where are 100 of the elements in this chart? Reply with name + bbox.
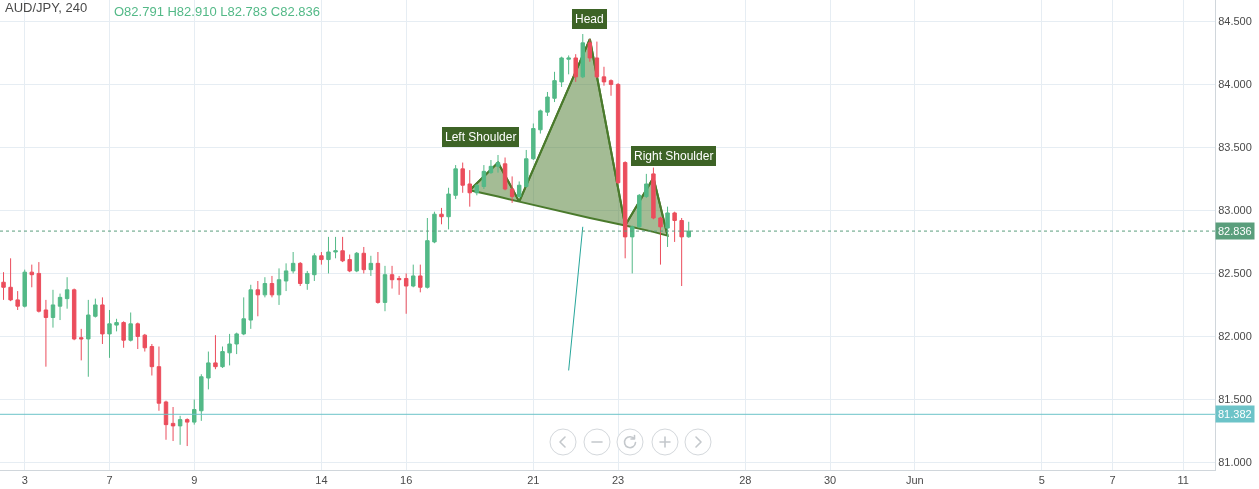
y-tick-label: 81.500 bbox=[1218, 393, 1252, 406]
x-tick-label: Jun bbox=[905, 474, 924, 487]
candlestick bbox=[474, 183, 480, 196]
candlestick bbox=[686, 221, 691, 239]
candlestick bbox=[615, 82, 621, 185]
candlestick bbox=[163, 400, 169, 441]
candlestick bbox=[509, 175, 515, 204]
candlestick bbox=[446, 187, 451, 230]
candlestick bbox=[142, 333, 148, 353]
y-tick-label: 84.500 bbox=[1218, 15, 1252, 28]
x-tick-label: 7 bbox=[1109, 474, 1116, 487]
y-tick-label: 84.000 bbox=[1218, 78, 1252, 91]
candlestick bbox=[375, 251, 381, 305]
candlestick bbox=[290, 251, 296, 274]
ref-line-label: 81.382 bbox=[1218, 408, 1252, 420]
candlestick bbox=[545, 91, 550, 117]
candlestick bbox=[227, 333, 232, 366]
candlestick bbox=[71, 288, 77, 341]
candlestick bbox=[114, 318, 119, 332]
y-tick-label: 82.000 bbox=[1218, 330, 1252, 343]
candlestick bbox=[651, 167, 656, 220]
candlestick bbox=[347, 254, 352, 273]
candlestick bbox=[333, 236, 338, 259]
candlestick bbox=[234, 332, 239, 355]
candlestick bbox=[86, 299, 91, 378]
candlestick bbox=[220, 346, 225, 369]
candlestick bbox=[269, 275, 275, 298]
candlestick bbox=[516, 180, 522, 199]
candlestick bbox=[608, 78, 614, 97]
x-tick-label: 11 bbox=[1177, 474, 1189, 487]
candlestick bbox=[481, 164, 487, 190]
candlestick bbox=[64, 276, 70, 310]
candlestick bbox=[559, 56, 564, 88]
candlestick bbox=[382, 265, 388, 312]
x-tick-label: 5 bbox=[1038, 474, 1045, 487]
candlestick bbox=[460, 162, 465, 194]
candlestick bbox=[418, 264, 423, 293]
annotation: Head bbox=[575, 12, 604, 26]
candlestick bbox=[566, 54, 571, 75]
candlestick bbox=[637, 193, 642, 229]
candlestick bbox=[36, 261, 42, 313]
candlestick bbox=[241, 296, 246, 336]
candlestick bbox=[93, 298, 98, 319]
candlestick bbox=[170, 406, 176, 442]
candlestick bbox=[326, 236, 331, 274]
candlestick bbox=[121, 320, 126, 349]
candlestick bbox=[629, 225, 635, 274]
candlestick bbox=[276, 267, 282, 306]
candlestick bbox=[57, 293, 63, 321]
candlestick bbox=[213, 334, 218, 370]
candlestick bbox=[255, 280, 261, 317]
candlestick bbox=[248, 284, 253, 330]
candlestick bbox=[29, 264, 35, 288]
x-tick-label: 9 bbox=[191, 474, 198, 487]
candlestick bbox=[679, 217, 684, 287]
candlestick bbox=[354, 251, 359, 273]
candlestick bbox=[79, 328, 84, 361]
candlestick bbox=[531, 122, 536, 161]
y-tick-label: 82.500 bbox=[1218, 267, 1252, 280]
candlestick bbox=[305, 270, 310, 291]
ref-line-label: 82.836 bbox=[1218, 225, 1252, 237]
x-tick-label: 21 bbox=[527, 474, 540, 487]
candlestick bbox=[22, 269, 27, 308]
candlestick bbox=[622, 160, 628, 259]
candlestick bbox=[50, 289, 56, 329]
candlestick bbox=[439, 207, 444, 225]
candlestick bbox=[665, 206, 670, 248]
x-tick-label: 30 bbox=[823, 474, 837, 487]
candlestick bbox=[184, 419, 190, 447]
candlestick bbox=[524, 149, 529, 189]
candlestick bbox=[312, 252, 317, 282]
candlestick bbox=[538, 109, 543, 135]
x-tick-label: 23 bbox=[611, 474, 625, 487]
candlestick bbox=[587, 38, 593, 63]
candlestick bbox=[192, 398, 197, 426]
candlestick bbox=[368, 255, 374, 277]
candlestick bbox=[156, 346, 162, 412]
candlestick bbox=[432, 211, 437, 244]
x-tick-label: 3 bbox=[21, 474, 28, 487]
candlestick bbox=[361, 246, 367, 274]
annotation: Left Shoulder bbox=[445, 130, 517, 144]
candlestick bbox=[100, 296, 105, 345]
candlestick bbox=[297, 261, 303, 287]
candlestick bbox=[573, 53, 578, 83]
x-tick-label: 28 bbox=[739, 474, 752, 487]
candlestick bbox=[149, 343, 155, 376]
candlestick bbox=[396, 275, 402, 296]
annotation: O82.791 H82.910 L82.783 C82.836 bbox=[114, 4, 321, 19]
candlestick bbox=[502, 157, 508, 191]
candlestick bbox=[177, 415, 183, 446]
candlestick bbox=[107, 309, 112, 359]
candlestick bbox=[425, 217, 430, 290]
candlestick bbox=[594, 41, 600, 79]
candlestick bbox=[15, 290, 20, 311]
candlestick bbox=[199, 373, 204, 422]
candlestick bbox=[389, 265, 395, 290]
x-tick-label: 16 bbox=[400, 474, 413, 487]
y-tick-label: 81.000 bbox=[1218, 456, 1252, 469]
x-tick-label: 14 bbox=[315, 474, 328, 487]
y-tick-label: 83.000 bbox=[1218, 204, 1252, 217]
